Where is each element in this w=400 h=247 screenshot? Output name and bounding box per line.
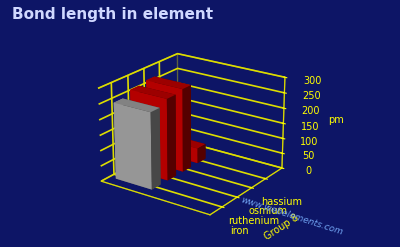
Text: Bond length in element: Bond length in element <box>12 7 213 22</box>
Text: www.webelements.com: www.webelements.com <box>240 195 344 237</box>
Y-axis label: Group 8: Group 8 <box>262 213 300 243</box>
